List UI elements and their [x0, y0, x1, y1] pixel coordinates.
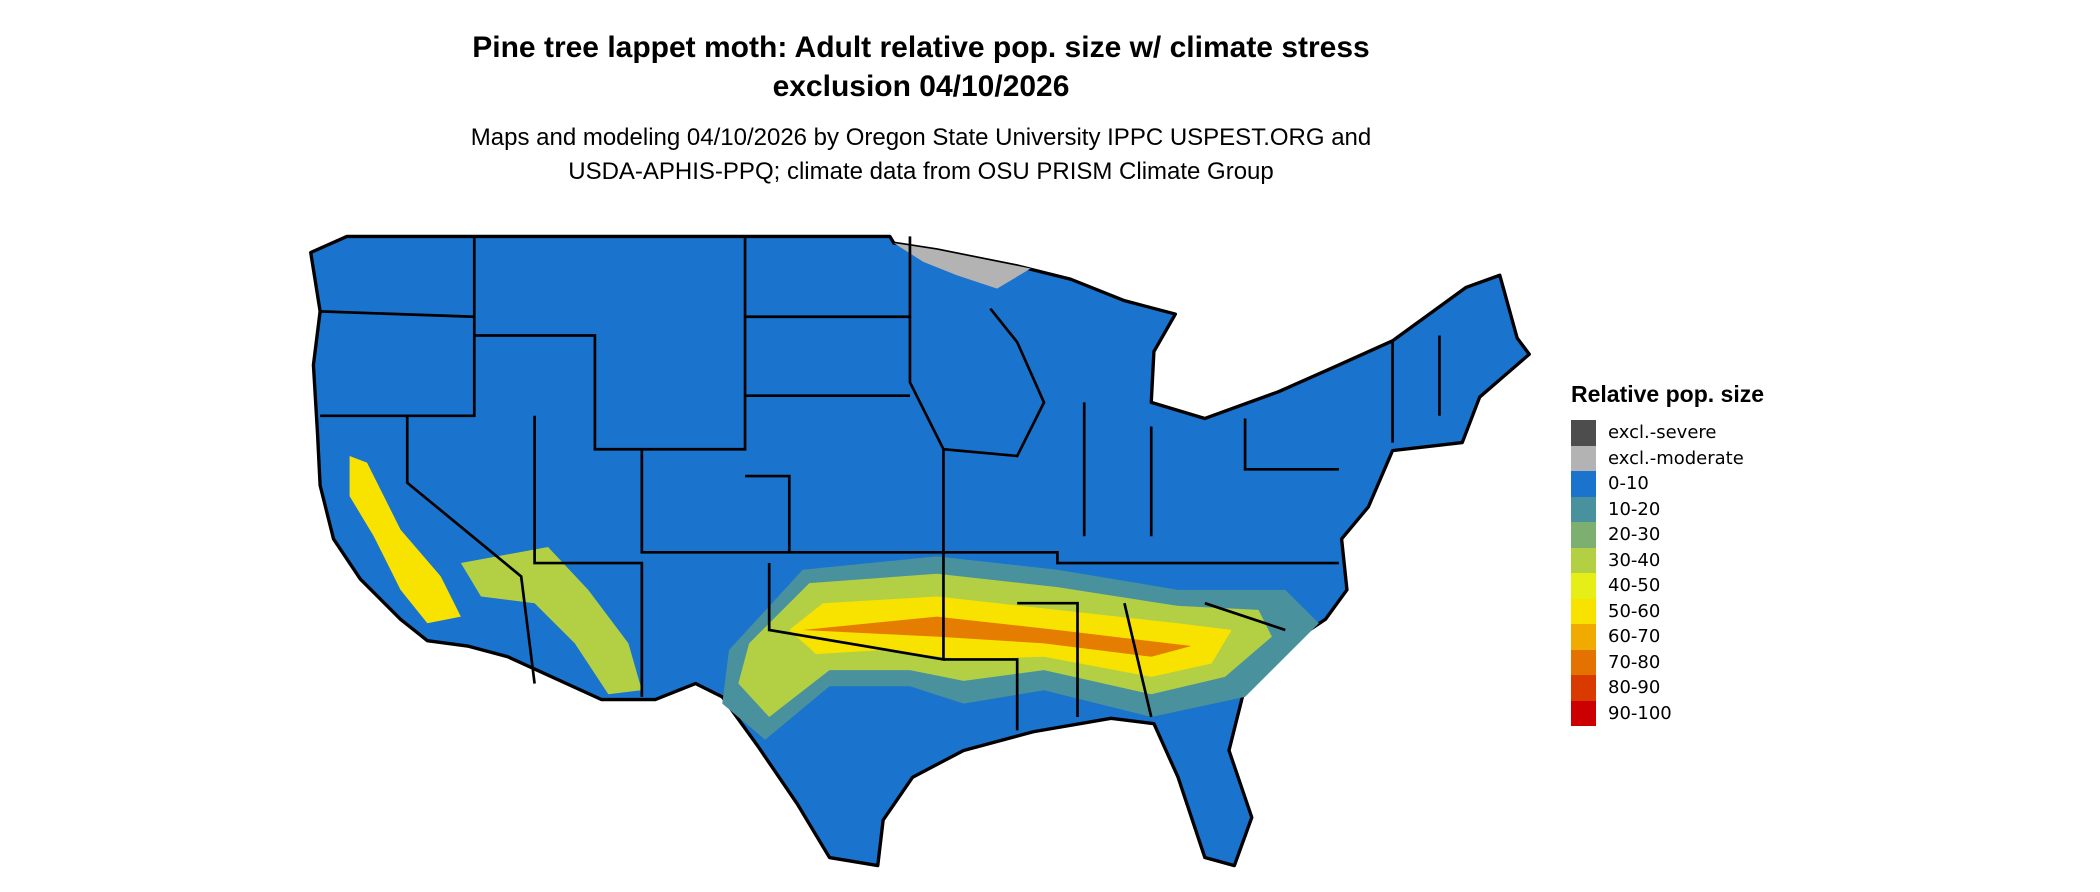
excl-moderate-region	[893, 243, 1031, 289]
legend-item: excl.-severe	[1571, 420, 1764, 446]
california-zone	[349, 455, 461, 624]
legend-label: 50-60	[1608, 600, 1661, 622]
legend: Relative pop. size excl.-severe excl.-mod…	[1571, 381, 1764, 726]
legend-label: 0-10	[1608, 473, 1649, 495]
legend-item: 10-20	[1571, 496, 1764, 522]
legend-swatch	[1571, 573, 1596, 599]
legend-swatch	[1571, 598, 1596, 624]
legend-item: 90-100	[1571, 700, 1764, 726]
map-subtitle: Maps and modeling 04/10/2026 by Oregon S…	[0, 121, 1842, 189]
legend-label: 60-70	[1608, 626, 1661, 648]
legend-label: 30-40	[1608, 549, 1661, 571]
legend-title: Relative pop. size	[1571, 381, 1765, 407]
legend-swatch	[1571, 700, 1596, 726]
legend-swatch	[1571, 624, 1596, 650]
legend-label: excl.-moderate	[1608, 447, 1744, 469]
legend-item: 20-30	[1571, 522, 1764, 548]
legend-item: 30-40	[1571, 547, 1764, 573]
legend-label: 80-90	[1608, 677, 1661, 699]
legend-label: 20-30	[1608, 524, 1661, 546]
title-line-1: Pine tree lappet moth: Adult relative po…	[472, 31, 1370, 64]
title-line-2: exclusion 04/10/2026	[772, 70, 1070, 103]
southwest-zone	[460, 546, 642, 695]
legend-label: excl.-severe	[1608, 422, 1717, 444]
legend-swatch	[1571, 649, 1596, 675]
legend-item: 50-60	[1571, 598, 1764, 624]
map-title: Pine tree lappet moth: Adult relative po…	[0, 28, 1842, 106]
legend-swatch	[1571, 675, 1596, 701]
legend-label: 40-50	[1608, 575, 1661, 597]
state-borders	[320, 236, 1441, 731]
legend-swatch	[1571, 522, 1596, 548]
legend-swatch	[1571, 496, 1596, 522]
zone-80-90	[802, 616, 1192, 657]
legend-label: 90-100	[1608, 702, 1672, 724]
subtitle-line-2: USDA-APHIS-PPQ; climate data from OSU PR…	[568, 158, 1274, 185]
legend-swatch	[1571, 471, 1596, 497]
legend-item: 60-70	[1571, 624, 1764, 650]
us-map	[309, 234, 1531, 868]
legend-swatch	[1571, 420, 1596, 446]
legend-label: 10-20	[1608, 498, 1661, 520]
legend-item: 70-80	[1571, 649, 1764, 675]
legend-swatch	[1571, 547, 1596, 573]
legend-swatch	[1571, 445, 1596, 471]
subtitle-line-1: Maps and modeling 04/10/2026 by Oregon S…	[470, 124, 1372, 151]
legend-item: 0-10	[1571, 471, 1764, 497]
legend-label: 70-80	[1608, 651, 1661, 673]
legend-item: 80-90	[1571, 675, 1764, 701]
legend-item: excl.-moderate	[1571, 445, 1764, 471]
legend-item: 40-50	[1571, 573, 1764, 599]
